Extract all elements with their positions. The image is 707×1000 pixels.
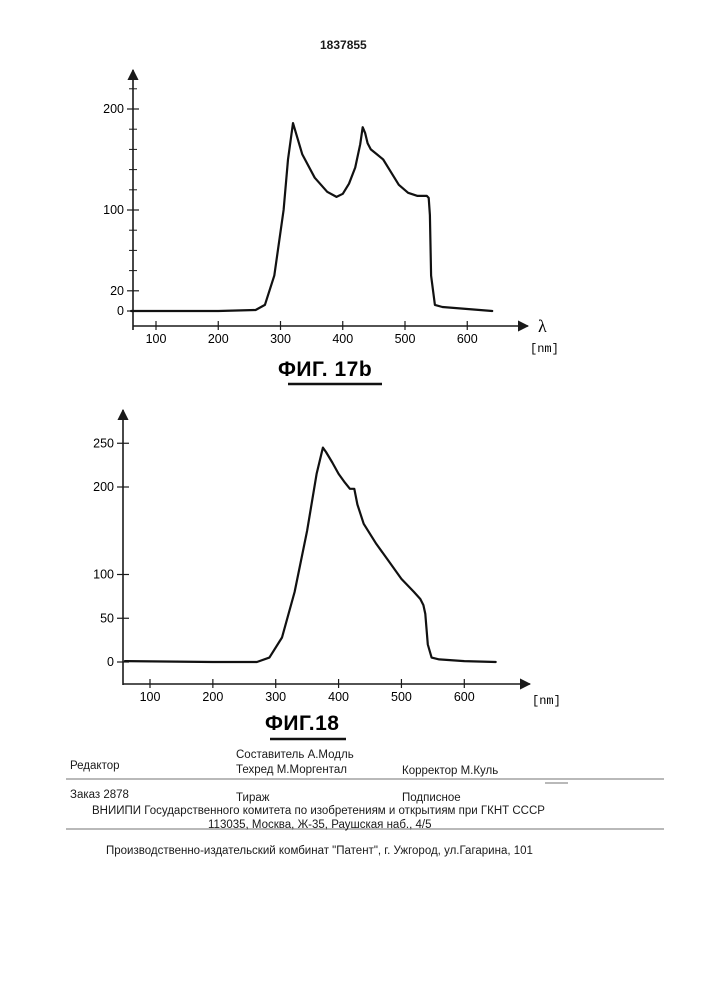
footer-editor: Редактор bbox=[70, 760, 120, 772]
y-tick-label: 20 bbox=[110, 284, 124, 298]
fig18-x-unit: [nm] bbox=[532, 694, 561, 708]
x-tick-label: 200 bbox=[202, 690, 223, 704]
y-tick-label: 100 bbox=[103, 203, 124, 217]
footer-compiler: Составитель А.Модль bbox=[236, 749, 354, 761]
fig18-x-ticks: 100 200 300 400 500 600 bbox=[140, 679, 475, 704]
fig17b-spectrum-line bbox=[131, 123, 492, 311]
x-tick-label: 200 bbox=[208, 332, 229, 346]
footer-order: Заказ 2878 bbox=[70, 789, 129, 801]
footer-publisher: Производственно-издательский комбинат "П… bbox=[106, 845, 533, 857]
fig18-spectrum-line bbox=[125, 448, 496, 662]
figure-18: 100200300400500600 250200100500 [nm] ФИГ… bbox=[93, 410, 561, 739]
x-tick-label: 600 bbox=[457, 332, 478, 346]
fig17b-caption: ФИГ. 17b bbox=[278, 358, 372, 381]
y-tick-label: 200 bbox=[93, 480, 114, 494]
footer-corrector: Корректор М.Куль bbox=[402, 765, 498, 777]
footer-institute: ВНИИПИ Государственного комитета по изоб… bbox=[92, 805, 545, 817]
x-tick-label: 100 bbox=[146, 332, 167, 346]
x-tick-label: 600 bbox=[454, 690, 475, 704]
y-tick-label: 100 bbox=[93, 568, 114, 582]
figure-17b: 100200300400500600 200100200 λ [nm] ФИГ.… bbox=[103, 70, 559, 384]
footer-subscription: Подписное bbox=[402, 792, 461, 804]
fig17b-x-unit: [nm] bbox=[530, 342, 559, 356]
fig17b-x-ticks: 100 200 300 400 500 600 bbox=[146, 321, 478, 346]
y-tick-label: 200 bbox=[103, 102, 124, 116]
fig17b-x-symbol: λ bbox=[538, 316, 547, 336]
x-tick-label: 300 bbox=[270, 332, 291, 346]
y-tick-label: 0 bbox=[117, 304, 124, 318]
footer-circulation: Тираж bbox=[236, 792, 269, 804]
fig18-caption: ФИГ.18 bbox=[265, 712, 340, 735]
x-tick-label: 500 bbox=[395, 332, 416, 346]
x-tick-label: 400 bbox=[328, 690, 349, 704]
x-tick-label: 500 bbox=[391, 690, 412, 704]
footer-techred: Техред М.Моргентал bbox=[236, 764, 347, 776]
y-tick-label: 250 bbox=[93, 436, 114, 450]
x-tick-label: 300 bbox=[265, 690, 286, 704]
x-tick-label: 400 bbox=[332, 332, 353, 346]
y-tick-label: 0 bbox=[107, 655, 114, 669]
y-tick-label: 50 bbox=[100, 611, 114, 625]
x-tick-label: 100 bbox=[140, 690, 161, 704]
footer-address: 113035, Москва, Ж-35, Раушская наб., 4/5 bbox=[208, 819, 431, 831]
